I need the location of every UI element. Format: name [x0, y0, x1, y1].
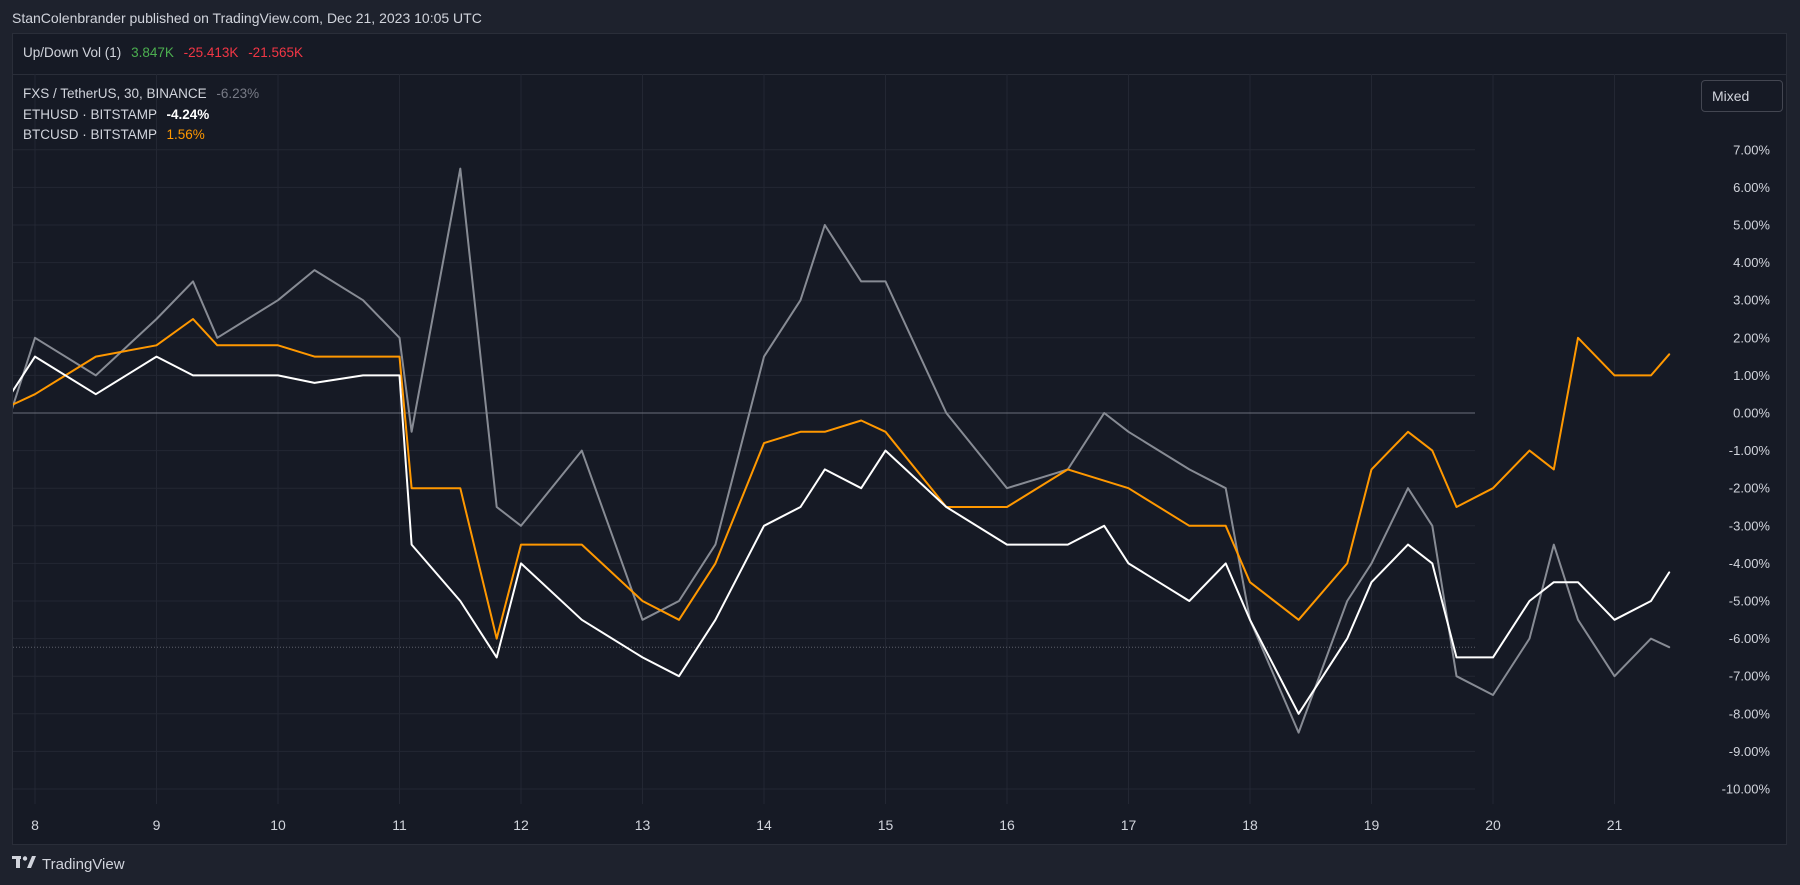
eth-line [13, 355, 1671, 715]
x-tick-label: 20 [1485, 817, 1501, 833]
y-tick-label: 5.00% [1733, 218, 1770, 233]
footer-brand[interactable]: TradingView [12, 855, 125, 873]
legend-btc-value: 1.56% [166, 127, 205, 142]
legend-eth-name: ETHUSD · BITSTAMP [23, 107, 157, 122]
time-axis: 8 9 10 11 12 13 14 15 16 17 18 19 20 21 [31, 817, 1622, 833]
scale-mode-button[interactable]: Mixed [1701, 80, 1783, 112]
y-tick-label: 4.00% [1733, 255, 1770, 270]
y-tick-label: -9.00% [1729, 744, 1771, 759]
x-tick-label: 8 [31, 817, 39, 833]
legend-eth[interactable]: ETHUSD · BITSTAMP -4.24% [23, 107, 209, 122]
series-lines [13, 167, 1671, 734]
y-tick-label: -1.00% [1729, 443, 1771, 458]
y-tick-label: -2.00% [1729, 481, 1771, 496]
volume-down-value: -25.413K [183, 45, 239, 60]
y-tick-label: -6.00% [1729, 631, 1771, 646]
y-tick-label: 7.00% [1733, 142, 1770, 157]
publish-line: StanColenbrander published on TradingVie… [12, 10, 482, 26]
y-tick-label: -10.00% [1722, 782, 1771, 797]
y-tick-label: 6.00% [1733, 180, 1770, 195]
grid [13, 74, 1615, 804]
price-axis: 7.00% 6.00% 5.00% 4.00% 3.00% 2.00% 1.00% 0.00%… [1722, 142, 1771, 796]
volume-pane[interactable]: Up/Down Vol (1) 3.847K -25.413K -21.565K [13, 34, 1786, 75]
price-chart[interactable]: 7.00% 6.00% 5.00% 4.00% 3.00% 2.00% 1.00% 0.00%… [13, 34, 1786, 844]
legend-fxs[interactable]: FXS / TetherUS, 30, BINANCE -6.23% [23, 86, 259, 101]
fxs-line [13, 167, 1671, 734]
y-tick-label: 3.00% [1733, 293, 1770, 308]
tradingview-logo-icon [12, 855, 38, 873]
y-tick-label: 0.00% [1733, 406, 1770, 421]
y-tick-label: 2.00% [1733, 330, 1770, 345]
reference-lines [13, 412, 1475, 648]
y-tick-label: -3.00% [1729, 518, 1771, 533]
volume-delta-value: -21.565K [248, 45, 303, 60]
x-tick-label: 10 [270, 817, 286, 833]
chart-frame[interactable]: Up/Down Vol (1) 3.847K -25.413K -21.565K… [12, 33, 1787, 845]
y-tick-label: -7.00% [1729, 669, 1771, 684]
volume-up-value: 3.847K [131, 45, 174, 60]
x-tick-label: 14 [756, 817, 772, 833]
y-tick-label: -5.00% [1729, 594, 1771, 609]
legend-btc-name: BTCUSD · BITSTAMP [23, 127, 157, 142]
volume-legend[interactable]: Up/Down Vol (1) 3.847K -25.413K -21.565K [23, 45, 303, 60]
x-tick-label: 16 [999, 817, 1015, 833]
btc-line [13, 318, 1671, 640]
legend-btc[interactable]: BTCUSD · BITSTAMP 1.56% [23, 127, 205, 142]
y-tick-label: -8.00% [1729, 706, 1771, 721]
legend-eth-value: -4.24% [166, 107, 210, 122]
x-tick-label: 18 [1242, 817, 1258, 833]
x-tick-label: 12 [513, 817, 529, 833]
volume-label: Up/Down Vol (1) [23, 45, 122, 60]
x-tick-label: 21 [1607, 817, 1623, 833]
x-tick-label: 19 [1364, 817, 1380, 833]
x-tick-label: 13 [635, 817, 651, 833]
x-tick-label: 17 [1121, 817, 1137, 833]
x-tick-label: 11 [392, 817, 407, 833]
legend-fxs-name: FXS / TetherUS, 30, BINANCE [23, 86, 207, 101]
legend-fxs-value: -6.23% [216, 86, 260, 101]
y-tick-label: 1.00% [1733, 368, 1770, 383]
x-tick-label: 15 [878, 817, 894, 833]
x-tick-label: 9 [153, 817, 161, 833]
y-tick-label: -4.00% [1729, 556, 1771, 571]
footer-brand-label: TradingView [42, 855, 125, 873]
